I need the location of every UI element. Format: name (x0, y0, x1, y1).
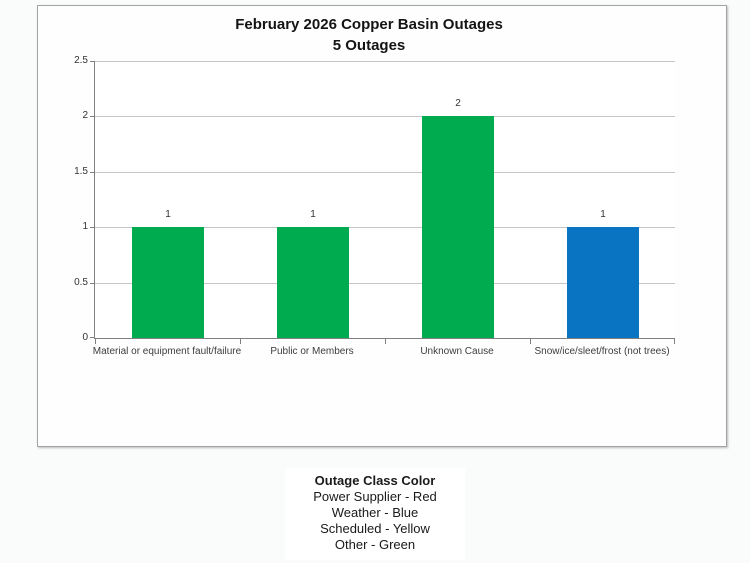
y-axis-tick-label: 2.5 (74, 55, 88, 66)
bar-value-label: 1 (310, 209, 316, 220)
legend-entries: Power Supplier - Red Weather - Blue Schedu… (285, 489, 465, 553)
gridline (95, 227, 675, 228)
x-axis-category-label: Snow/ice/sleet/frost (not trees) (534, 346, 670, 357)
x-tick-mark (240, 339, 241, 344)
y-tick-mark (90, 283, 94, 284)
legend-box: Outage Class Color Power Supplier - Red W… (285, 468, 465, 560)
plot-area: 1 1 2 1 (90, 61, 675, 344)
bar-value-label: 1 (600, 209, 606, 220)
y-tick-mark (90, 337, 94, 338)
bar-material-or-equipment-fault-failure (132, 227, 204, 338)
x-axis-category-label: Material or equipment fault/failure (92, 346, 242, 357)
x-tick-mark (95, 339, 96, 344)
x-tick-mark (385, 339, 386, 344)
legend-entry: Weather - Blue (331, 505, 419, 520)
y-tick-mark (90, 227, 94, 228)
y-tick-mark (90, 116, 94, 117)
y-axis-tick-label: 2 (82, 110, 88, 121)
y-axis-tick-label: 0.5 (74, 277, 88, 288)
y-axis-tick-label: 1 (82, 221, 88, 232)
x-axis-labels: Material or equipment fault/failure Publi… (93, 346, 674, 360)
gridline (95, 283, 675, 284)
y-axis-tick-label: 0 (82, 332, 88, 343)
y-tick-mark (90, 172, 94, 173)
x-axis-category-label: Unknown Cause (420, 346, 494, 357)
bar-public-or-members (277, 227, 349, 338)
x-axis-category-label: Public or Members (270, 346, 354, 357)
y-tick-mark (90, 61, 94, 62)
bar-unknown-cause (422, 116, 494, 338)
chart-title-block: February 2026 Copper Basin Outages 5 Out… (38, 14, 700, 56)
y-axis-labels: 0 0.5 1 1.5 2 2.5 (38, 55, 88, 343)
chart-subtitle: 5 Outages (332, 37, 406, 54)
gridline (95, 116, 675, 117)
bar-value-label: 2 (455, 98, 461, 109)
bar-value-label: 1 (165, 209, 171, 220)
y-axis-tick-label: 1.5 (74, 166, 88, 177)
gridline (95, 172, 675, 173)
legend-entry: Scheduled - Yellow (320, 521, 430, 536)
x-tick-mark (530, 339, 531, 344)
legend-entry: Other - Green (334, 537, 416, 552)
legend-title: Outage Class Color (314, 473, 436, 488)
chart-frame: February 2026 Copper Basin Outages 5 Out… (37, 5, 727, 447)
legend-entry: Power Supplier - Red (313, 489, 437, 504)
gridline (95, 61, 675, 62)
bar-snow-ice-sleet-frost-not-trees (567, 227, 639, 338)
x-tick-mark (674, 339, 675, 344)
chart-title: February 2026 Copper Basin Outages (235, 16, 503, 33)
